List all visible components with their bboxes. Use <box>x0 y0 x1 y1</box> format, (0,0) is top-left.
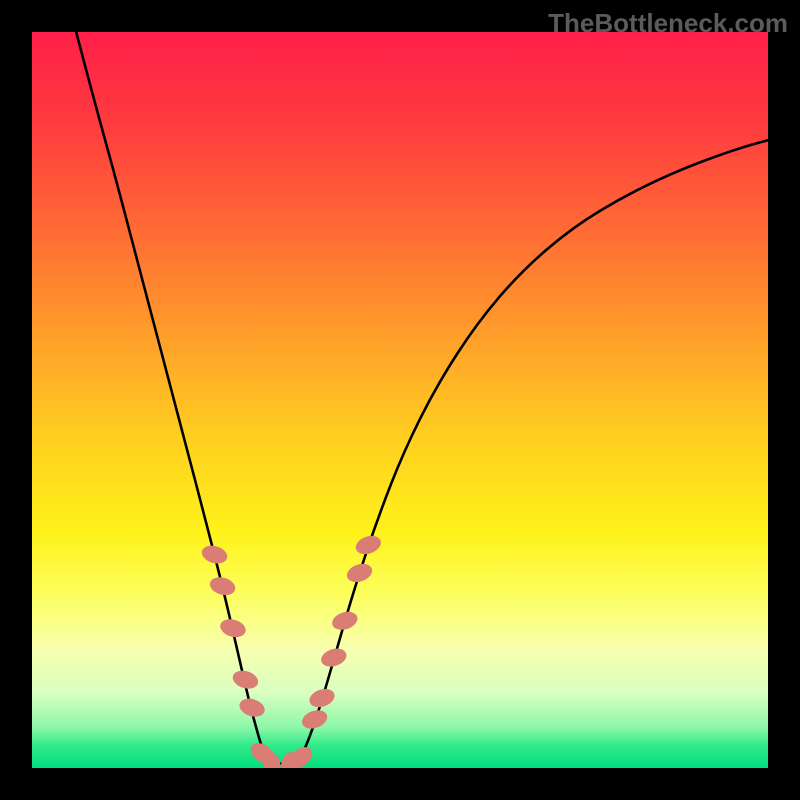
bottleneck-chart <box>32 32 768 768</box>
chart-background <box>32 32 768 768</box>
outer-frame: TheBottleneck.com <box>0 0 800 800</box>
watermark-text: TheBottleneck.com <box>548 8 788 39</box>
